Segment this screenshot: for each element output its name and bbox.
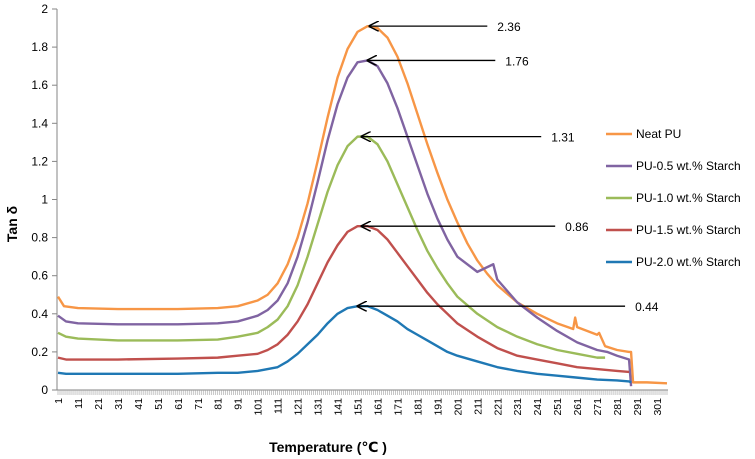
x-tick-label: 51 [153,398,165,410]
y-tick-label: 2 [41,2,48,16]
chart-legend: Neat PU PU-0.5 wt.% Starch PU-1.0 wt.% Sta… [606,127,741,269]
x-tick-label: 281 [612,398,624,416]
x-tick-label: 31 [113,398,125,410]
annotation-label-3: 1.31 [551,131,575,145]
y-tick-label: 1 [41,193,48,207]
legend-label-2: PU-0.5 wt.% Starch [636,159,741,173]
legend-label-3: PU-1.0 wt.% Starch [636,191,741,205]
annotation-label-5: 0.44 [635,300,659,314]
x-tick-label: 181 [412,398,424,416]
annotation-label-2: 1.76 [505,54,529,68]
legend-label-4: PU-1.5 wt.% Starch [636,223,741,237]
x-tick-label: 231 [512,398,524,416]
legend-label-5: PU-2.0 wt.% Starch [636,255,741,269]
y-tick-label: 0.6 [31,269,48,283]
x-tick-label: 11 [73,398,85,409]
y-tick-label: 1.2 [31,154,48,168]
y-tick-label: 1.4 [31,116,48,130]
x-tick-label: 201 [452,398,464,416]
x-tick-label: 121 [293,398,305,416]
x-tick-label: 161 [372,398,384,416]
chart-axes: 00.20.40.60.811.21.41.61.821 11 21 31 41 51 61… [31,2,668,416]
x-tick-label: 1 [53,398,65,404]
x-tick-label: 91 [233,398,245,410]
x-tick-label: 71 [193,398,205,410]
x-tick-label: 151 [353,398,365,416]
x-tick-label: 141 [333,398,345,416]
x-tick-label: 171 [392,398,404,416]
chart-series [56,24,668,387]
series-line-2 [57,59,633,387]
x-tick-label: 301 [652,398,664,416]
x-tick-label: 21 [93,398,105,410]
x-axis-title: Temperature (℃ ) [269,439,387,455]
series-line-1 [56,24,668,385]
x-tick-label: 61 [173,398,185,410]
x-tick-label: 291 [632,398,644,416]
annotation-label-4: 0.86 [565,220,589,234]
y-tick-label: 0.8 [31,231,48,245]
x-tick-label: 41 [133,398,145,410]
y-tick-label: 1.6 [31,78,48,92]
y-tick-label: 0.4 [31,307,48,321]
chart-annotations: 2.36 1.76 1.31 0.86 0.44 [358,20,659,314]
series-line-4 [57,224,630,374]
x-tick-label: 241 [532,398,544,416]
annotation-label-1: 2.36 [497,20,521,34]
legend-label-1: Neat PU [636,127,681,141]
y-axis-title: Tan δ [4,206,20,242]
y-tick-label: 0.2 [31,345,48,359]
x-tick-label: 81 [213,398,225,410]
series-line-5 [57,304,632,384]
x-tick-label: 261 [572,398,584,416]
x-tick-label: 111 [273,398,285,414]
x-tick-label: 191 [432,398,444,416]
y-tick-label: 1.8 [31,40,48,54]
x-tick-label: 251 [552,398,564,416]
x-tick-label: 131 [313,398,325,416]
x-tick-label: 271 [592,398,604,416]
y-tick-label: 0 [41,383,48,397]
x-tick-label: 211 [472,398,484,415]
x-tick-label: 101 [253,398,265,416]
x-tick-label: 221 [492,398,504,416]
